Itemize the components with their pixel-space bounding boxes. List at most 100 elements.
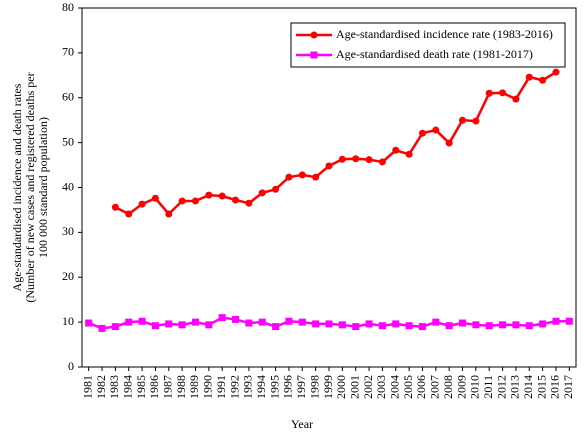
point xyxy=(432,126,440,134)
legend-label: Age-standardised incidence rate (1983-20… xyxy=(336,27,553,41)
y-tick-label: 40 xyxy=(62,179,74,193)
point xyxy=(539,320,547,328)
x-tick-label: 2016 xyxy=(548,375,562,399)
y-tick-label: 30 xyxy=(62,224,74,238)
point xyxy=(365,320,373,328)
point xyxy=(485,322,493,330)
y-tick-label: 50 xyxy=(62,134,74,148)
x-tick-label: 2012 xyxy=(494,375,508,399)
point xyxy=(285,173,293,181)
point xyxy=(285,317,293,325)
point xyxy=(459,319,467,327)
point xyxy=(178,321,186,329)
point xyxy=(85,319,93,327)
x-tick-label: 1983 xyxy=(107,375,121,399)
point xyxy=(272,185,280,193)
point xyxy=(191,318,199,326)
point xyxy=(245,319,253,327)
x-tick-label: 1982 xyxy=(94,375,108,399)
point xyxy=(365,156,373,164)
x-tick-label: 1984 xyxy=(120,375,134,399)
x-tick-label: 1998 xyxy=(307,375,321,399)
x-tick-label: 1988 xyxy=(174,375,188,399)
point xyxy=(472,117,480,125)
x-tick-label: 1996 xyxy=(281,375,295,399)
point xyxy=(378,158,386,166)
x-tick-label: 1999 xyxy=(321,375,335,399)
point xyxy=(472,321,480,329)
point xyxy=(512,95,520,103)
point xyxy=(205,191,213,199)
point xyxy=(338,321,346,329)
x-tick-label: 2015 xyxy=(534,375,548,399)
x-tick-label: 1991 xyxy=(214,375,228,399)
y-tick-label: 0 xyxy=(68,359,74,373)
x-tick-label: 2005 xyxy=(401,375,415,399)
point xyxy=(151,322,159,330)
point xyxy=(418,323,426,331)
x-tick-label: 1994 xyxy=(254,375,268,399)
x-tick-label: 1986 xyxy=(147,375,161,399)
point xyxy=(405,322,413,330)
x-tick-label: 1985 xyxy=(134,375,148,399)
point xyxy=(218,314,226,322)
point xyxy=(565,317,573,325)
point xyxy=(218,192,226,200)
point xyxy=(432,318,440,326)
y-tick-label: 80 xyxy=(62,0,74,14)
x-tick-label: 1987 xyxy=(161,375,175,399)
x-tick-label: 1995 xyxy=(267,375,281,399)
point xyxy=(178,197,186,205)
x-tick-label: 1997 xyxy=(294,375,308,399)
point xyxy=(138,200,146,208)
x-tick-label: 2002 xyxy=(361,375,375,399)
x-tick-label: 1990 xyxy=(201,375,215,399)
legend xyxy=(290,22,566,68)
point xyxy=(338,155,346,163)
point xyxy=(165,210,173,218)
x-tick-label: 2003 xyxy=(374,375,388,399)
point xyxy=(552,68,560,76)
point xyxy=(405,150,413,158)
y-axis-label: 100 000 standard population) xyxy=(36,117,50,258)
point xyxy=(392,320,400,328)
point xyxy=(312,173,320,181)
point xyxy=(125,210,133,218)
point xyxy=(191,197,199,205)
x-tick-label: 1981 xyxy=(80,375,94,399)
y-tick-label: 70 xyxy=(62,45,74,59)
x-tick-label: 1993 xyxy=(241,375,255,399)
point xyxy=(392,146,400,154)
x-tick-label: 2000 xyxy=(334,375,348,399)
point xyxy=(98,324,106,332)
point xyxy=(445,139,453,147)
point xyxy=(499,89,507,97)
series-line xyxy=(114,71,557,216)
point xyxy=(325,162,333,170)
point xyxy=(539,76,547,84)
point xyxy=(111,203,119,211)
x-tick-label: 2014 xyxy=(521,375,535,399)
point xyxy=(418,129,426,137)
point xyxy=(272,323,280,331)
point xyxy=(165,320,173,328)
point xyxy=(232,315,240,323)
point xyxy=(512,321,520,329)
x-tick-label: 1992 xyxy=(227,375,241,399)
point xyxy=(352,323,360,331)
x-tick-label: 1989 xyxy=(187,375,201,399)
point xyxy=(205,321,213,329)
legend-label: Age-standardised death rate (1981-2017) xyxy=(336,47,533,61)
legend-marker xyxy=(310,31,318,39)
point xyxy=(125,318,133,326)
point xyxy=(258,189,266,197)
legend-marker xyxy=(310,51,318,59)
x-tick-label: 2006 xyxy=(414,375,428,399)
point xyxy=(312,320,320,328)
y-axis-label: Age-standardised incidence and death rat… xyxy=(10,83,24,291)
point xyxy=(552,317,560,325)
x-tick-label: 2004 xyxy=(388,375,402,399)
x-tick-label: 2011 xyxy=(481,375,495,399)
point xyxy=(298,171,306,179)
